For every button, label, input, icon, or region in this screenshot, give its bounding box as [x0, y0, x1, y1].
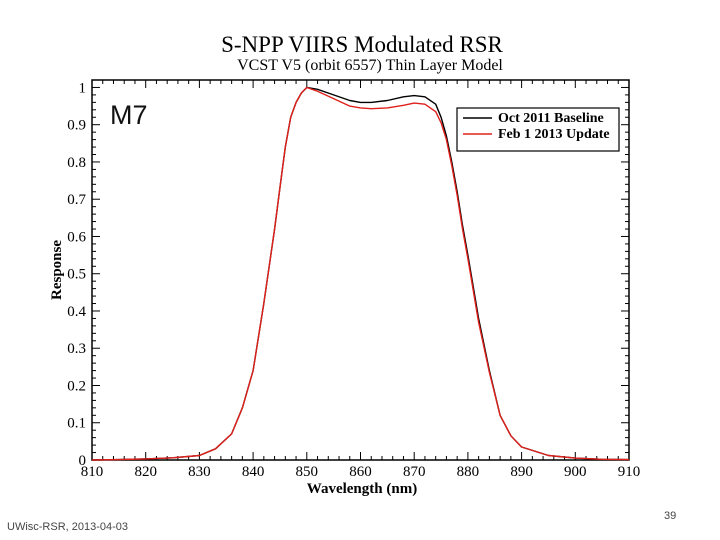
- y-tick-label: 0: [79, 453, 87, 469]
- y-tick-label: 1: [79, 80, 87, 96]
- x-tick-label: 810: [81, 464, 104, 480]
- legend-label: Oct 2011 Baseline: [498, 111, 604, 126]
- x-tick-label: 860: [349, 464, 372, 480]
- x-tick-label: 820: [134, 464, 157, 480]
- x-tick-label: 900: [564, 464, 587, 480]
- y-tick-label: 0.9: [67, 118, 86, 134]
- y-tick-label: 0.6: [67, 229, 86, 245]
- footer-source: UWisc-RSR, 2013-04-03: [7, 521, 129, 533]
- x-tick-label: 880: [457, 464, 480, 480]
- chart-title: S-NPP VIIRS Modulated RSR: [221, 32, 503, 57]
- x-tick-label: 850: [296, 464, 319, 480]
- x-tick-label: 830: [188, 464, 211, 480]
- legend-label: Feb 1 2013 Update: [498, 127, 610, 142]
- band-label: M7: [110, 100, 148, 130]
- x-tick-label: 840: [242, 464, 265, 480]
- x-tick-label: 870: [403, 464, 426, 480]
- chart-subtitle: VCST V5 (orbit 6557) Thin Layer Model: [237, 57, 503, 74]
- series-line-2: [91, 86, 630, 461]
- x-tick-label: 890: [510, 464, 533, 480]
- y-tick-label: 0.3: [67, 341, 86, 357]
- y-tick-label: 0.8: [67, 155, 86, 171]
- y-tick-label: 0.4: [67, 304, 86, 320]
- y-tick-label: 0.5: [67, 267, 86, 283]
- y-tick-label: 0.7: [67, 192, 86, 208]
- series-lines: [91, 86, 630, 461]
- y-tick-label: 0.2: [67, 378, 86, 394]
- tick-labels: 810 820 830 840 850 860 870 880 890 900 910 0 0.1 0.2…: [67, 80, 640, 480]
- x-axis-label: Wavelength (nm): [307, 481, 417, 497]
- y-axis-label: Response: [49, 240, 65, 300]
- legend-box: [456, 107, 620, 152]
- page-number: 39: [664, 510, 677, 522]
- y-tick-label: 0.1: [67, 416, 86, 432]
- x-tick-label: 910: [618, 464, 641, 480]
